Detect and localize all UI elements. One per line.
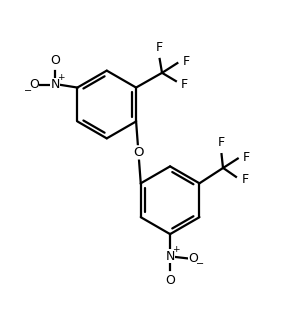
- Text: O: O: [50, 54, 60, 67]
- Text: −: −: [196, 259, 204, 269]
- Text: F: F: [156, 41, 163, 54]
- Text: F: F: [243, 151, 250, 164]
- Text: −: −: [24, 86, 32, 95]
- Text: O: O: [165, 274, 175, 287]
- Text: N: N: [165, 250, 175, 263]
- Text: F: F: [181, 78, 188, 91]
- Text: F: F: [183, 55, 190, 68]
- Text: +: +: [172, 245, 180, 254]
- Text: +: +: [57, 73, 65, 82]
- Text: F: F: [218, 136, 225, 149]
- Text: N: N: [51, 78, 60, 91]
- Text: F: F: [241, 173, 248, 186]
- Text: O: O: [29, 78, 39, 91]
- Text: O: O: [133, 146, 144, 159]
- Text: O: O: [189, 252, 199, 265]
